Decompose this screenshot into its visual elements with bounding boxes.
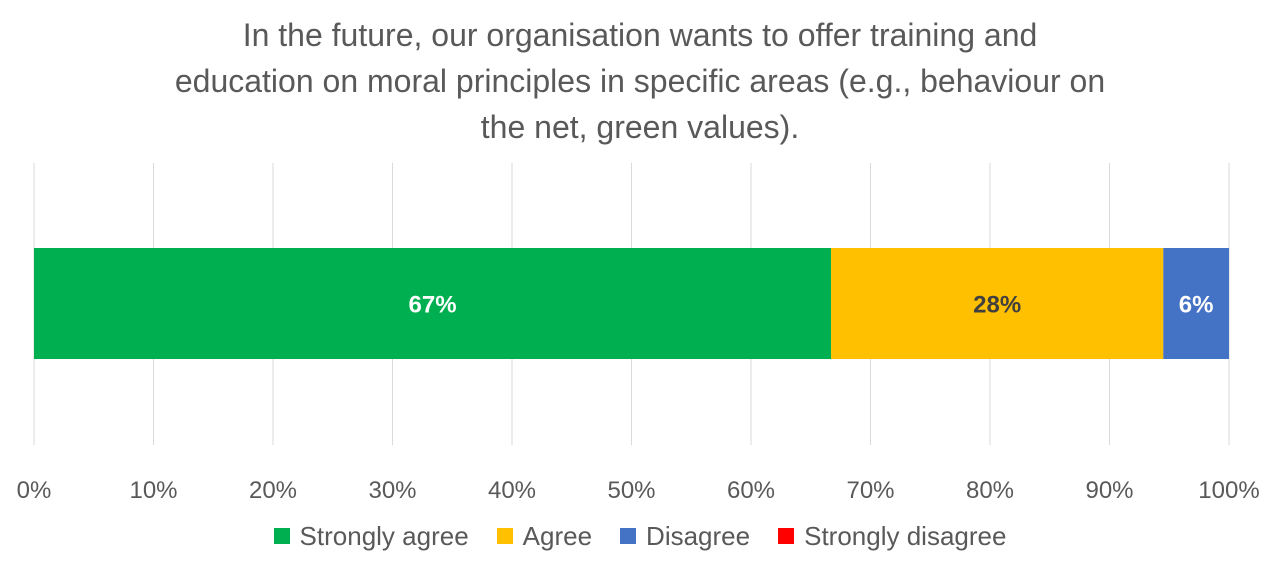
bar-segment-agree [831, 248, 1164, 359]
data-label-strongly-agree: 67% [409, 292, 457, 319]
x-tick-label-80-: 80% [966, 477, 1014, 504]
data-label-agree: 28% [973, 292, 1021, 319]
legend: Strongly agree Agree Disagree Strongly d… [0, 516, 1280, 556]
legend-label-strongly-agree: Strongly agree [299, 520, 469, 551]
legend-swatch-disagree [620, 528, 637, 544]
chart-title-line-2: education on moral principles in specifi… [174, 63, 1106, 99]
x-tick-label-0-: 0% [17, 477, 52, 504]
legend-item-strongly-agree: Strongly agree [273, 520, 469, 552]
x-tick-label-60-: 60% [727, 477, 775, 504]
x-tick-label-70-: 70% [846, 477, 894, 504]
bar-segment-strongly-agree [34, 248, 832, 359]
legend-label-agree: Agree [522, 520, 593, 551]
x-tick-label-30-: 30% [368, 477, 416, 504]
legend-item-disagree: Disagree [620, 521, 750, 552]
x-tick-label-40-: 40% [488, 477, 536, 504]
bar-segment-disagree [1163, 248, 1229, 359]
data-label-disagree: 6% [1179, 292, 1214, 319]
x-tick-label-20-: 20% [249, 477, 297, 504]
legend-swatch-strongly-disagree [778, 528, 795, 544]
x-tick-label-10-: 10% [129, 477, 177, 504]
x-tick-label-100-: 100% [1198, 477, 1259, 504]
legend-item-strongly-disagree: Strongly disagree [778, 521, 1006, 552]
chart-title-line-3: the net, green values). [480, 109, 800, 145]
chart-title: In the future, our organisation wants to… [0, 12, 1280, 150]
x-tick-label-90-: 90% [1085, 477, 1133, 504]
legend-item-agree: Agree [496, 520, 593, 552]
x-tick-label-50-: 50% [607, 477, 655, 504]
legend-label-disagree: Disagree [646, 520, 751, 551]
chart-title-line-1: In the future, our organisation wants to… [242, 17, 1038, 53]
legend-swatch-agree [496, 528, 513, 544]
legend-label-strongly-disagree: Strongly disagree [804, 520, 1007, 551]
legend-swatch-strongly-agree [273, 528, 290, 544]
